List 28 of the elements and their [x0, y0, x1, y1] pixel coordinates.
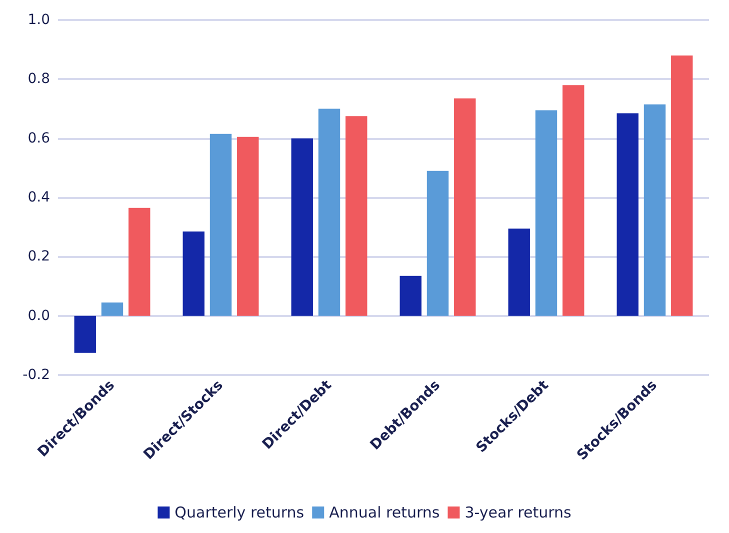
legend-label: Annual returns — [329, 504, 440, 522]
bar — [671, 56, 693, 316]
bar — [562, 85, 584, 316]
bar — [535, 110, 558, 316]
bar — [426, 170, 449, 316]
bar — [454, 98, 476, 316]
y-tick-label: 0.4 — [28, 190, 50, 206]
y-tick-label: 0.6 — [28, 130, 50, 146]
bar — [616, 113, 638, 316]
bar — [101, 302, 124, 316]
y-tick-label: 0.0 — [28, 308, 50, 324]
y-tick-label: -0.2 — [22, 367, 50, 383]
bar — [644, 104, 666, 316]
y-tick-label: 0.8 — [28, 71, 50, 88]
bar — [182, 232, 204, 316]
bar — [508, 228, 530, 316]
legend-label: Quarterly returns — [174, 504, 304, 522]
y-tick-label: 0.2 — [28, 248, 50, 265]
bar — [400, 276, 422, 316]
bar — [237, 136, 259, 316]
bar — [291, 138, 313, 316]
bar — [318, 108, 340, 316]
bar — [128, 208, 150, 316]
bar — [346, 116, 368, 316]
bar — [74, 316, 96, 353]
y-tick-label: 1.0 — [28, 12, 50, 28]
bar — [210, 134, 232, 316]
legend-label: 3-year returns — [464, 504, 572, 522]
